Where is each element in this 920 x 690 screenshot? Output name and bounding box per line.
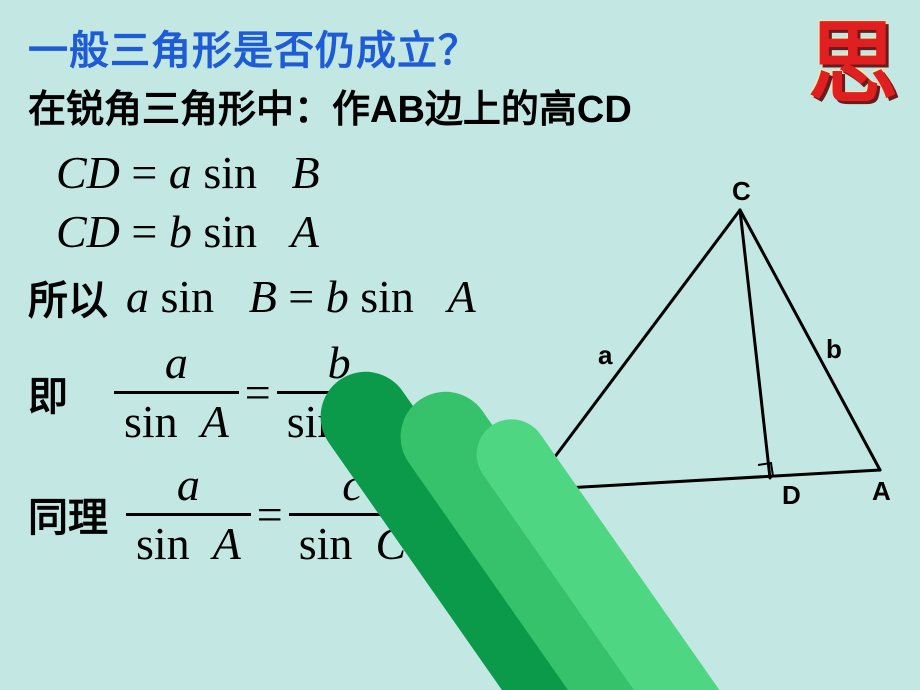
vertex-label-C: C: [732, 176, 751, 207]
frac4-den: sin C: [289, 520, 416, 568]
frac1-den-arg: A: [201, 396, 229, 447]
vertex-label-A: A: [872, 476, 891, 507]
corner-accent-glyph: 思: [808, 20, 898, 110]
equation-line-2: CD = b sin A: [56, 205, 548, 258]
slide: 一般三角形是否仍成立？ 思 在锐角三角形中：作AB边上的高CD CD = a s…: [0, 0, 920, 690]
ie-label: 即: [28, 364, 68, 422]
eq1-a: a: [169, 147, 192, 198]
equation-line-3-row: 所以 a sin B = b sin A: [28, 264, 548, 329]
frac4-den-fn: sin: [299, 518, 353, 569]
foot-label-D: D: [782, 480, 801, 511]
eq3-eq: =: [288, 271, 314, 322]
eq3-rarg: A: [448, 271, 476, 322]
eq2-arg: A: [291, 206, 319, 257]
frac2-den: sin B: [277, 398, 402, 446]
frac-group-2: a sin A = c sin C: [126, 461, 416, 569]
frac4-den-arg: C: [375, 518, 406, 569]
frac3-den-fn: sin: [136, 518, 190, 569]
same-label: 同理: [28, 485, 108, 543]
vertex-label-B: B: [514, 490, 533, 521]
eq3-rb: b: [326, 271, 349, 322]
so-label: 所以: [28, 268, 108, 326]
frac4-num: c: [332, 461, 372, 509]
frac1-num: a: [155, 339, 198, 387]
frac-eq-1: =: [239, 366, 277, 419]
slide-title: 一般三角形是否仍成立？: [28, 18, 479, 76]
eq3-lsin: sin: [161, 271, 215, 322]
frac1-den-fn: sin: [124, 396, 178, 447]
eq3-larg: B: [249, 271, 277, 322]
eq1-sin: sin: [203, 147, 257, 198]
eq3-la: a: [126, 271, 149, 322]
frac1-bar: [114, 391, 239, 394]
eq2-equals: =: [131, 206, 157, 257]
frac3-bar: [126, 513, 251, 516]
frac-group-1: a sin A = b sin B: [114, 339, 402, 447]
equation-line-3: a sin B = b sin A: [126, 270, 476, 323]
frac2-bar: [277, 391, 402, 394]
frac-eq-2: =: [251, 488, 289, 541]
eq3-rsin: sin: [360, 271, 414, 322]
side-label-b: b: [826, 334, 842, 365]
frac4-bar: [289, 513, 416, 516]
eq2-lhs: CD: [56, 206, 120, 257]
eq1-lhs: CD: [56, 147, 120, 198]
frac2-den-fn: sin: [287, 396, 341, 447]
equation-area: CD = a sin B CD = b sin A 所以 a sin B = b: [28, 140, 548, 568]
frac3-den-arg: A: [213, 518, 241, 569]
eq1-arg: B: [292, 147, 320, 198]
fraction-c-over-sinC: c sin C: [289, 461, 416, 569]
frac2-num: b: [318, 339, 361, 387]
frac3-num: a: [167, 461, 210, 509]
fraction-a-over-sinA: a sin A: [114, 339, 239, 447]
slide-subtitle: 在锐角三角形中：作AB边上的高CD: [28, 78, 632, 133]
fraction-a-over-sinA-2: a sin A: [126, 461, 251, 569]
equation-line-5-row: 同理 a sin A = c sin C: [28, 461, 548, 569]
eq2-sin: sin: [203, 206, 257, 257]
frac3-den: sin A: [126, 520, 251, 568]
triangle-diagram: C A B D a b: [510, 190, 900, 520]
frac1-den: sin A: [114, 398, 239, 446]
eq2-b: b: [169, 206, 192, 257]
equation-line-1: CD = a sin B: [56, 146, 548, 199]
fraction-b-over-sinB: b sin B: [277, 339, 402, 447]
eq1-equals: =: [131, 147, 157, 198]
side-label-a: a: [598, 340, 612, 371]
equation-line-4-row: 即 a sin A = b sin B: [28, 339, 548, 447]
frac2-den-arg: B: [363, 396, 391, 447]
